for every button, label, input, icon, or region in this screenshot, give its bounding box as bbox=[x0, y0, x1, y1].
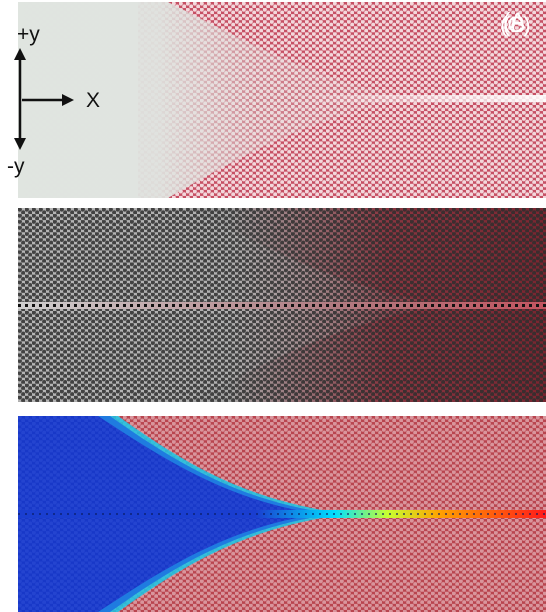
minus-y-label: -y bbox=[7, 155, 25, 178]
panel-b-image bbox=[18, 208, 546, 402]
panel-a-image bbox=[18, 2, 546, 198]
panel-c-field-map bbox=[18, 416, 546, 612]
panel-a-photonic-crystal bbox=[18, 2, 546, 198]
panel-b-label: (B bbox=[503, 12, 525, 37]
panel-c-image bbox=[18, 416, 546, 612]
panel-b-photonic-crystal bbox=[18, 208, 546, 402]
panel-a-label: (A bbox=[503, 8, 525, 33]
x-label: X bbox=[86, 89, 101, 112]
panel-c-label: (C) bbox=[500, 12, 531, 37]
plus-y-label: +y bbox=[17, 23, 40, 46]
